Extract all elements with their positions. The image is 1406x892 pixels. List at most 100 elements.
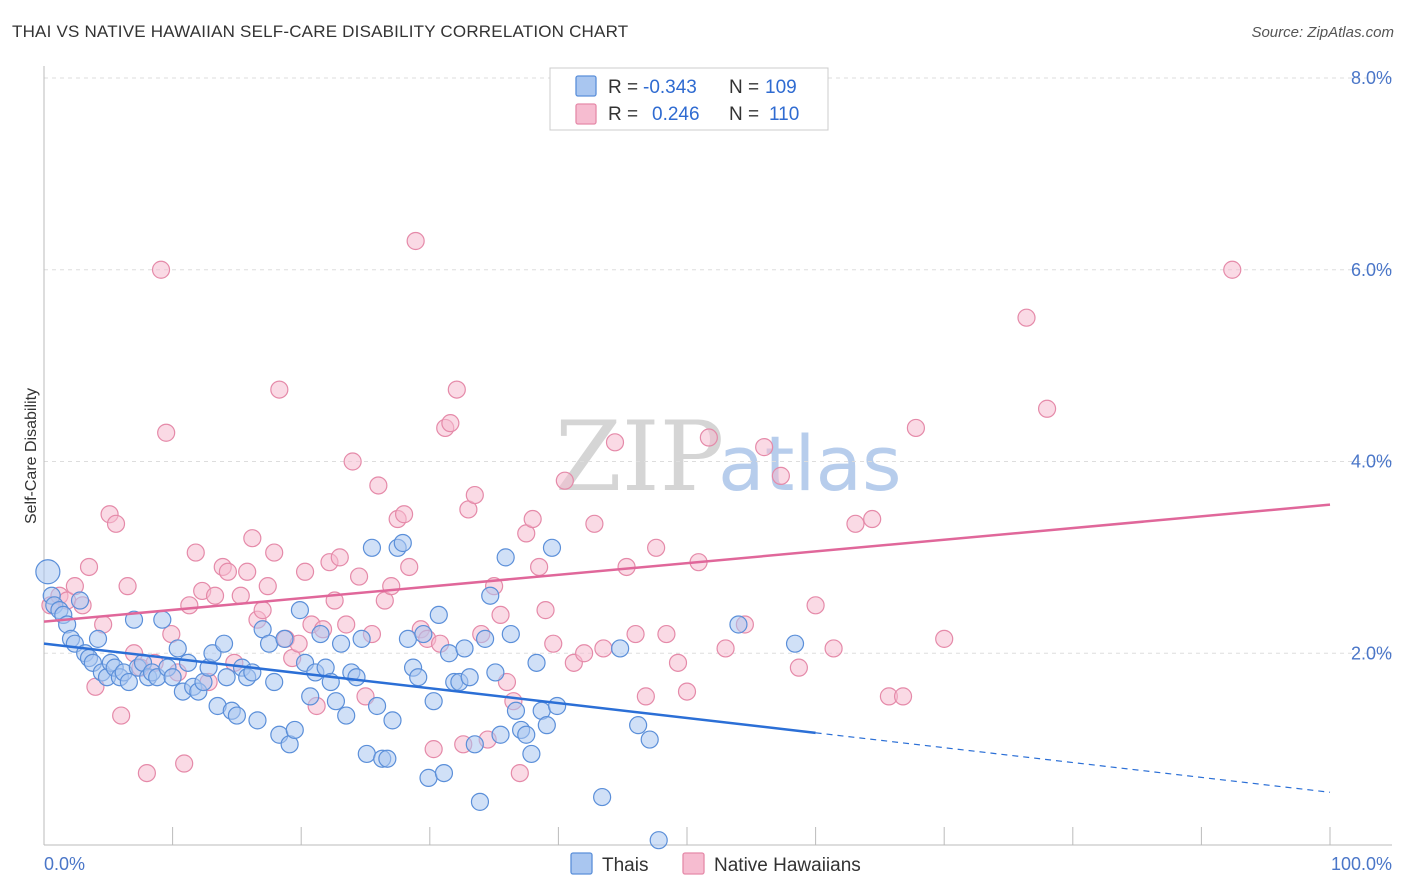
- chart-title: THAI VS NATIVE HAWAIIAN SELF-CARE DISABI…: [12, 22, 629, 41]
- thai-point-92: [491, 725, 510, 744]
- thai-point-106: [629, 716, 648, 735]
- thai-point-91: [486, 663, 505, 682]
- thai-n-value: 109: [765, 77, 797, 98]
- axes: [43, 66, 1392, 846]
- hawaiian-point-84: [585, 514, 604, 533]
- hawaiian-point-34: [258, 577, 277, 596]
- hawaiian-n-label: N =: [729, 104, 759, 125]
- hawaiian-point-108: [935, 629, 954, 648]
- hawaiian-point-109: [1017, 308, 1036, 327]
- thai-point-105: [611, 639, 630, 658]
- hawaiian-point-83: [575, 644, 594, 663]
- thai-point-70: [378, 749, 397, 768]
- thai-point-99: [527, 653, 546, 672]
- tick-labels: 2.0% 4.0% 6.0% 8.0% 0.0% 100.0%: [44, 68, 1392, 874]
- hawaiian-point-68: [465, 485, 484, 505]
- hawaiian-point-72: [491, 605, 510, 625]
- hawaiian-point-95: [699, 428, 718, 447]
- thai-point-79: [424, 692, 443, 711]
- hawaiians-legend-label: Native Hawaiians: [714, 855, 861, 876]
- hawaiian-point-110: [1037, 399, 1057, 418]
- watermark-zip: ZIP: [555, 401, 724, 513]
- hawaiian-point-65: [447, 380, 466, 399]
- x-tick-label-max: 100.0%: [1331, 854, 1392, 874]
- thai-legend-swatch: [575, 75, 597, 97]
- hawaiian-point-75: [510, 763, 529, 783]
- thai-point-104: [593, 787, 612, 807]
- hawaiian-point-107: [906, 418, 926, 438]
- hawaiian-point-16: [151, 260, 171, 279]
- thai-point-85: [455, 639, 474, 658]
- thais-legend-swatch: [570, 852, 593, 875]
- thai-point-31: [178, 653, 198, 672]
- thai-point-81: [434, 763, 454, 783]
- thai-n-label: N =: [729, 77, 759, 98]
- thai-point-60: [326, 692, 346, 711]
- thai-point-66: [357, 744, 376, 764]
- hawaiian-point-17: [157, 423, 176, 442]
- thai-point-12: [88, 629, 108, 648]
- thai-point-82: [439, 644, 459, 663]
- thai-r-value: -0.343: [643, 77, 697, 98]
- thai-point-0: [35, 559, 61, 585]
- hawaiians-legend-swatch: [682, 852, 705, 875]
- hawaiian-point-79: [536, 601, 555, 620]
- thai-point-87: [465, 735, 484, 754]
- hawaiian-point-92: [668, 653, 688, 672]
- thai-point-38: [214, 634, 234, 653]
- hawaiian-point-29: [231, 586, 250, 605]
- thai-point-107: [640, 730, 659, 749]
- y-tick-label-8: 8.0%: [1351, 68, 1392, 88]
- hawaiian-point-102: [824, 639, 843, 658]
- hawaiian-point-22: [186, 543, 205, 562]
- thai-point-68: [367, 696, 387, 716]
- hawaiian-point-48: [343, 452, 362, 471]
- thai-trend-line: [43, 642, 816, 735]
- thai-point-67: [362, 538, 382, 557]
- hawaiian-point-88: [626, 624, 645, 644]
- thai-point-26: [153, 610, 172, 629]
- hawaiian-point-80: [544, 634, 563, 653]
- hawaiian-point-89: [636, 687, 655, 706]
- hawaiian-n-value: 110: [769, 104, 799, 125]
- hawaiian-point-35: [265, 543, 284, 562]
- thai-point-80: [429, 605, 448, 625]
- hawaiian-point-54: [382, 577, 401, 596]
- thai-point-101: [537, 716, 556, 735]
- hawaiian-point-99: [771, 466, 790, 485]
- thai-point-103: [548, 696, 567, 716]
- thai-point-93: [496, 548, 515, 567]
- thai-point-19: [119, 672, 138, 692]
- thai-point-41: [227, 706, 246, 725]
- y-tick-label-4: 4.0%: [1351, 452, 1392, 472]
- hawaiian-point-30: [238, 562, 257, 581]
- thai-point-64: [347, 668, 366, 687]
- hawaiian-point-20: [175, 754, 194, 773]
- hawaiian-point-14: [137, 763, 156, 783]
- hawaiian-point-90: [647, 538, 666, 557]
- thai-point-50: [275, 629, 294, 648]
- hawaiian-point-21: [180, 596, 199, 615]
- hawaiian-point-98: [755, 438, 774, 457]
- hawaiian-point-91: [657, 624, 676, 644]
- hawaiian-point-40: [295, 562, 315, 581]
- hawaiian-point-57: [400, 557, 419, 577]
- hawaiian-point-78: [530, 557, 549, 577]
- hawaiian-point-100: [789, 658, 808, 677]
- thai-point-102: [542, 538, 562, 557]
- thai-point-95: [506, 701, 526, 720]
- thai-point-48: [265, 672, 284, 692]
- thai-point-28: [163, 668, 182, 687]
- hawaiian-point-61: [424, 740, 443, 759]
- thai-point-89: [475, 629, 495, 648]
- hawaiian-point-33: [253, 601, 272, 620]
- thais-legend-label: Thais: [602, 855, 648, 876]
- hawaiian-legend-swatch: [575, 103, 597, 125]
- hawaiian-point-27: [218, 562, 237, 581]
- watermark: ZIP atlas: [555, 401, 902, 513]
- thai-r-label: R =: [608, 77, 638, 98]
- thai-point-61: [331, 634, 351, 653]
- hawaiian-point-111: [1223, 260, 1242, 279]
- trend-lines: [43, 503, 1331, 793]
